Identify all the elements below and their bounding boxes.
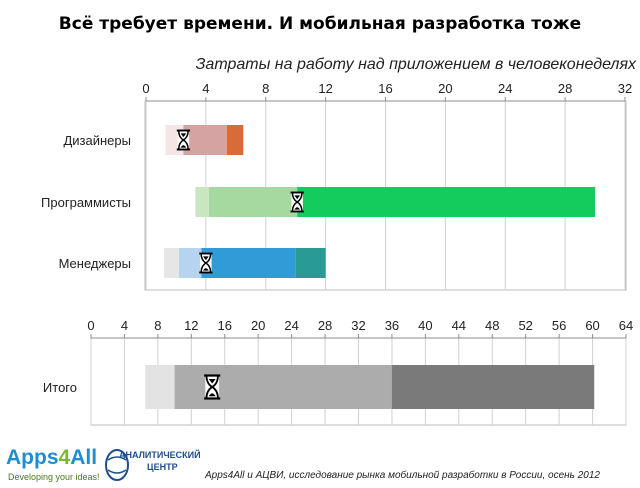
logo-word-digit: 4 <box>58 446 71 469</box>
hourglass-icon <box>176 129 191 151</box>
center-logo-line1: АНАЛИТИЧЕСКИЙ <box>119 450 201 460</box>
x-tick-label: 12 <box>318 81 332 96</box>
bar-segment <box>178 248 202 278</box>
category-label: Дизайнеры <box>63 133 131 148</box>
x-tick-label: 56 <box>552 318 566 333</box>
bar-segment <box>195 187 209 217</box>
category-label: Программисты <box>41 195 131 210</box>
x-tick-label: 52 <box>518 318 532 333</box>
bar-segment <box>297 187 596 217</box>
bar-segment <box>295 248 326 278</box>
category-label: Менеджеры <box>59 256 131 271</box>
x-tick-label: 20 <box>251 318 265 333</box>
x-tick-label: 40 <box>418 318 432 333</box>
bar-segment <box>183 125 227 155</box>
logo-wordmark: Apps4All <box>6 446 97 470</box>
x-tick-label: 48 <box>485 318 499 333</box>
x-tick-label: 24 <box>498 81 512 96</box>
center-logo-line2: ЦЕНТР <box>147 462 178 472</box>
chart-by-role: 0 4 8 12 16 20 24 28 32 Дизайнеры Программисты Мене… <box>41 81 632 291</box>
x-tick-label: 20 <box>438 81 452 96</box>
x-tick-label: 28 <box>318 318 332 333</box>
x-tick-label: 64 <box>619 318 633 333</box>
logo-word-end: All <box>70 446 98 469</box>
x-tick-label: 16 <box>218 318 232 333</box>
bar-segment <box>226 125 244 155</box>
x-tick-label: 4 <box>202 81 209 96</box>
x-tick-label: 28 <box>558 81 572 96</box>
hourglass-icon <box>199 252 213 274</box>
apps4all-logo: Apps4All Developing your ideas! <box>6 446 100 488</box>
hourglass-icon <box>290 191 304 213</box>
x-tick-label: 32 <box>351 318 365 333</box>
category-label: Итого <box>43 380 77 395</box>
x-tick-label: 0 <box>87 318 94 333</box>
bar-segment <box>201 248 296 278</box>
x-tick-label: 4 <box>121 318 128 333</box>
globe-icon <box>105 449 129 481</box>
x-tick-label: 0 <box>142 81 149 96</box>
x-tick-label: 8 <box>262 81 269 96</box>
x-tick-label: 44 <box>452 318 466 333</box>
bar-segment <box>208 187 298 217</box>
x-tick-label: 36 <box>385 318 399 333</box>
source-note: Apps4All и АЦВИ, исследование рынка моби… <box>205 470 600 481</box>
bar-segment <box>391 365 595 409</box>
slide-title: Всё требует времени. И мобильная разрабо… <box>58 14 582 34</box>
x-tick-label: 8 <box>154 318 161 333</box>
x-tick-label: 24 <box>284 318 298 333</box>
bar-segment <box>163 248 179 278</box>
bar-segment <box>145 365 175 409</box>
chart-subtitle: Затраты на работу над приложением в чело… <box>195 56 636 73</box>
x-tick-label: 12 <box>184 318 198 333</box>
logo-word-main: Apps <box>6 446 59 469</box>
x-tick-label: 60 <box>585 318 599 333</box>
x-tick-label: 32 <box>618 81 632 96</box>
hourglass-icon <box>204 374 221 400</box>
analytic-center-logo: АНАЛИТИЧЕСКИЙ ЦЕНТР <box>103 446 201 486</box>
x-tick-label: 16 <box>378 81 392 96</box>
logo-tagline: Developing your ideas! <box>8 472 100 482</box>
